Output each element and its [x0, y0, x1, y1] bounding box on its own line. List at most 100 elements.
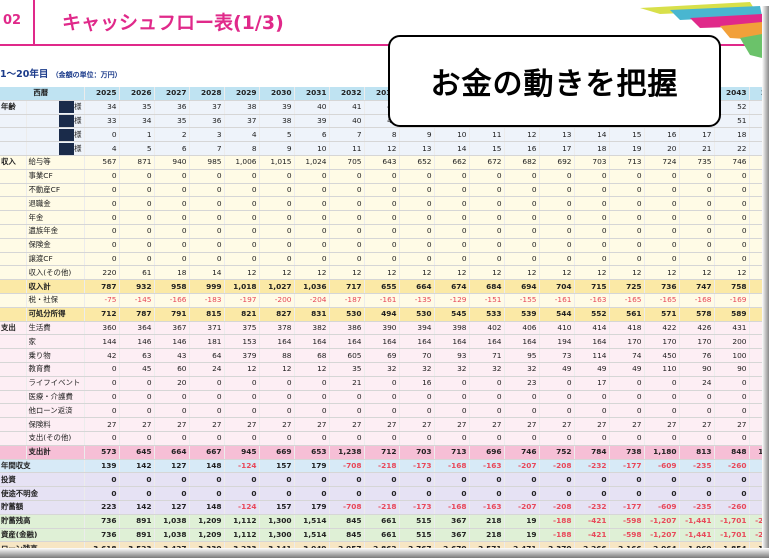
value-cell: -165 — [609, 293, 645, 308]
value-cell: 170 — [609, 334, 645, 350]
value-cell: 0 — [504, 210, 540, 225]
value-cell: 43 — [154, 348, 190, 363]
value-cell: 0 — [469, 224, 505, 239]
value-cell: 0 — [259, 486, 295, 501]
value-cell: 0 — [119, 252, 155, 267]
value-cell: 552 — [574, 307, 610, 322]
table-row: 使途不明金00000000000000000000 — [0, 486, 769, 501]
value-cell: 90 — [679, 362, 715, 377]
value-cell: 1,514 — [294, 528, 330, 543]
value-cell: 746 — [504, 445, 540, 460]
value-cell: 0 — [224, 431, 260, 446]
value-cell: 37 — [189, 100, 225, 115]
value-cell: 0 — [644, 224, 680, 239]
value-cell: -135 — [399, 293, 435, 308]
value-cell: -163 — [574, 293, 610, 308]
value-cell: 0 — [469, 252, 505, 267]
value-cell: 0 — [119, 472, 155, 488]
value-cell: 0 — [434, 183, 470, 198]
value-cell: 16 — [644, 127, 680, 143]
value-cell: 891 — [119, 514, 155, 529]
value-cell: 0 — [399, 472, 435, 488]
value-cell: 643 — [364, 155, 400, 170]
value-cell: 945 — [224, 445, 260, 460]
value-cell: 34 — [119, 114, 155, 129]
value-cell: 0 — [259, 210, 295, 225]
value-cell: 0 — [189, 210, 225, 225]
row-label: 給与等 — [26, 155, 85, 170]
value-cell: 705 — [329, 155, 365, 170]
value-cell: 0 — [154, 196, 190, 212]
table-row: 事業CF00000000000000000000 — [0, 169, 769, 184]
value-cell: 0 — [714, 390, 750, 405]
value-cell: 0 — [259, 472, 295, 488]
value-cell: 0 — [259, 431, 295, 446]
value-cell: 153 — [224, 334, 260, 350]
row-category — [0, 238, 27, 253]
value-cell: 0 — [434, 252, 470, 267]
value-cell: 39 — [294, 114, 330, 129]
value-cell: 545 — [434, 307, 470, 322]
value-cell: 736 — [644, 279, 680, 294]
value-cell: -168 — [434, 459, 470, 474]
value-cell: 1,180 — [644, 445, 680, 460]
value-cell: 0 — [224, 486, 260, 501]
value-cell: 0 — [504, 169, 540, 184]
value-cell: 32 — [399, 362, 435, 377]
value-cell: 0 — [364, 252, 400, 267]
value-cell: -165 — [644, 293, 680, 308]
value-cell: 51 — [714, 114, 750, 129]
value-cell: 0 — [504, 224, 540, 239]
value-cell: 0 — [399, 431, 435, 446]
value-cell: 27 — [609, 417, 645, 432]
value-cell: 0 — [329, 252, 365, 267]
value-cell: 35 — [329, 362, 365, 377]
table-row: 年金00000000000000000000 — [0, 210, 769, 225]
value-cell: 218 — [469, 528, 505, 543]
value-cell: 90 — [714, 362, 750, 377]
table-row: 資産(金融) 736 891 1,038 1,209 1,112 1,300 1,514 845… — [0, 528, 769, 543]
value-cell: 0 — [679, 486, 715, 501]
value-cell: 791 — [154, 307, 190, 322]
value-cell: 6 — [294, 127, 330, 143]
value-cell: 17 — [539, 141, 575, 156]
value-cell: 0 — [224, 390, 260, 405]
value-cell: 9 — [259, 141, 295, 156]
row-label: 様 — [26, 100, 85, 115]
callout-box: お金の動きを把握 — [388, 35, 721, 127]
table-row: 他ローン返済00000000000000000000 — [0, 403, 769, 419]
value-cell: 703 — [399, 445, 435, 460]
value-cell: 16 — [399, 376, 435, 391]
value-cell: 0 — [714, 403, 750, 419]
value-cell: -708 — [329, 500, 365, 515]
cashflow-table: 西暦 2025 2026 2027 2028 2029 2030 2031 2032 2033 2… — [0, 87, 769, 557]
value-cell: 13 — [539, 127, 575, 143]
value-cell: 0 — [399, 210, 435, 225]
value-cell: 14 — [434, 141, 470, 156]
value-cell: 0 — [294, 486, 330, 501]
value-cell: 18 — [154, 265, 190, 281]
value-cell: 42 — [84, 348, 120, 363]
value-cell: 664 — [399, 279, 435, 294]
table-row: 税・社保 -75 -145 -166 -183 -197 -200 -204 -187 -161-… — [0, 293, 769, 308]
value-cell: 0 — [259, 224, 295, 239]
value-cell: 36 — [189, 114, 225, 129]
value-cell: 0 — [574, 196, 610, 212]
table-row: 教育費 0 45 60 24 12 12 12 35 32 32 32 32 32 49 49 49 110 90 9… — [0, 362, 769, 377]
value-cell: 64 — [189, 348, 225, 363]
value-cell: 0 — [609, 390, 645, 405]
value-cell: 35 — [154, 114, 190, 129]
value-cell: 0 — [679, 183, 715, 198]
row-label-text: 様 — [74, 143, 82, 153]
value-cell: -232 — [574, 500, 610, 515]
value-cell: 0 — [84, 486, 120, 501]
value-cell: -208 — [539, 500, 575, 515]
value-cell: 0 — [224, 403, 260, 419]
value-cell: -1,701 — [714, 514, 750, 529]
value-cell: -166 — [154, 293, 190, 308]
value-cell: 410 — [539, 321, 575, 336]
value-cell: 0 — [259, 390, 295, 405]
value-cell: 164 — [504, 334, 540, 350]
value-cell: -609 — [644, 500, 680, 515]
